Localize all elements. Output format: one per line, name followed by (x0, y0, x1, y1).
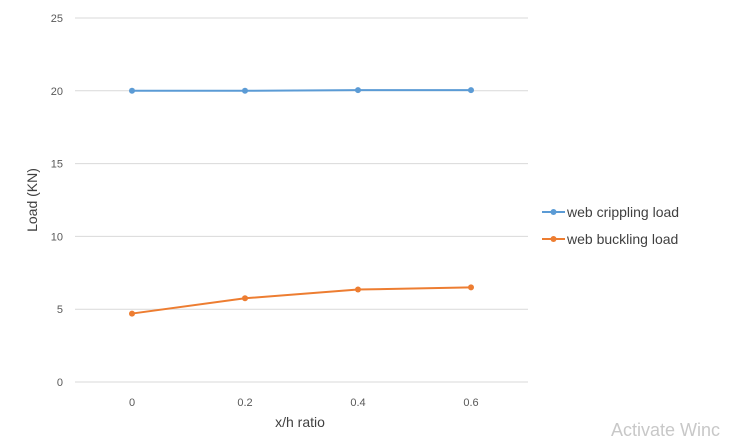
gridlines (75, 17, 528, 383)
x-axis-ticks: 0 0.2 0.4 0.6 (129, 397, 479, 409)
y-tick-label-3: 15 (51, 159, 63, 171)
legend-label-1: web buckling load (566, 231, 678, 247)
series-line-1 (131, 286, 472, 315)
x-tick-label-2: 0.4 (350, 397, 365, 409)
legend-marker-1 (550, 236, 557, 242)
data-point-0-3 (468, 87, 474, 94)
series-line-0 (132, 89, 471, 92)
x-axis-title: x/h ratio (275, 414, 325, 430)
y-tick-label-0: 0 (57, 377, 63, 389)
data-point-1-1 (242, 295, 248, 302)
legend: web crippling load web buckling load (542, 204, 679, 247)
y-axis-title: Load (KN) (24, 168, 40, 232)
x-tick-label-3: 0.6 (463, 397, 478, 409)
y-tick-label-2: 10 (51, 231, 63, 243)
y-tick-label-5: 25 (51, 13, 63, 25)
activation-watermark: Activate Winc (611, 420, 721, 440)
legend-marker-0 (550, 209, 557, 215)
x-tick-label-1: 0.2 (237, 397, 252, 409)
x-tick-label-0: 0 (129, 397, 135, 409)
data-point-1-3 (468, 284, 474, 291)
data-point-0-0 (129, 87, 135, 94)
series-lines (129, 87, 474, 317)
y-axis-ticks: 0 5 10 15 20 25 (51, 13, 63, 389)
data-point-1-0 (129, 310, 135, 317)
data-point-0-1 (242, 87, 248, 94)
y-tick-label-4: 20 (51, 86, 63, 98)
legend-label-0: web crippling load (566, 204, 679, 220)
data-point-0-2 (355, 87, 361, 94)
data-point-1-2 (355, 286, 361, 293)
y-tick-label-1: 5 (57, 304, 63, 316)
